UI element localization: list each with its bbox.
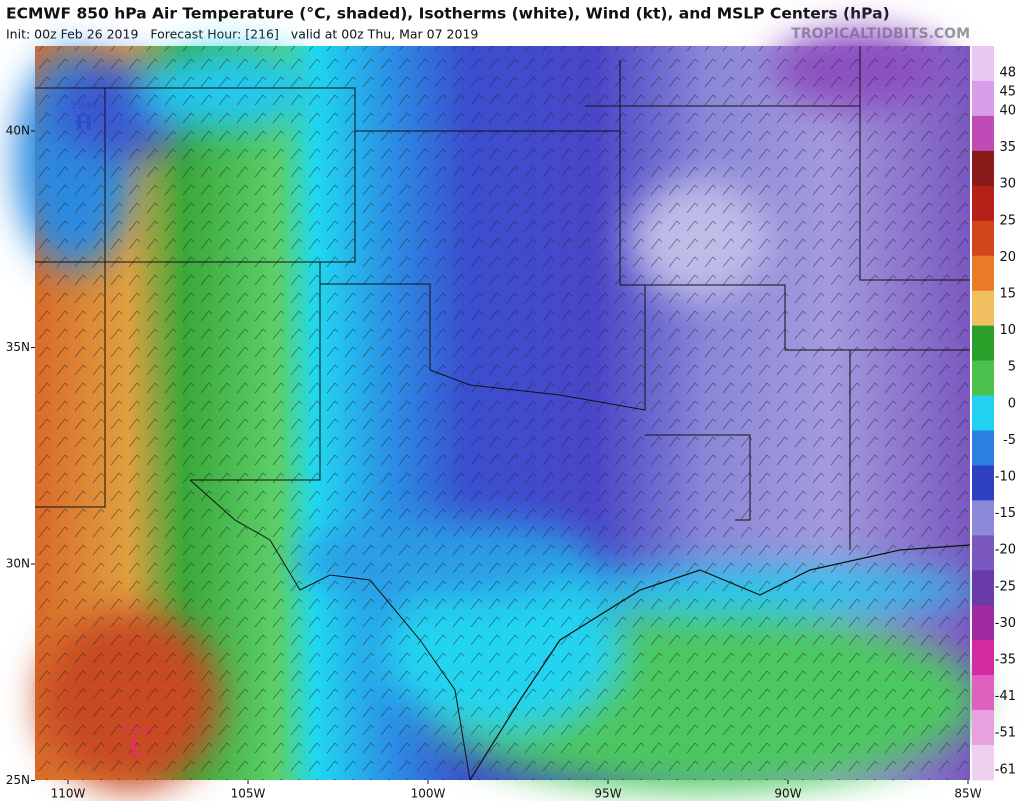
colorbar-label: -10 (995, 470, 1016, 485)
colorbar-label: -51 (995, 726, 1016, 741)
colorbar-swatch (972, 465, 994, 501)
colorbar-label: 10 (999, 323, 1016, 338)
center-symbol: H (75, 111, 94, 135)
colorbar-swatch (972, 150, 994, 187)
colorbar-label: 5 (1008, 360, 1016, 375)
colorbar-swatch (972, 360, 994, 397)
lon-label: 110W (51, 787, 86, 801)
colorbar-swatch (972, 745, 994, 781)
center-value: 1009 (122, 724, 150, 737)
colorbar-swatch (972, 290, 994, 327)
title: ECMWF 850 hPa Air Temperature (°C, shade… (6, 5, 890, 23)
colorbar-swatch (972, 535, 994, 571)
colorbar-label: 40 (999, 104, 1016, 119)
colorbar-swatch (972, 80, 994, 117)
colorbar-label: 30 (999, 177, 1016, 192)
colorbar-swatch (972, 710, 994, 746)
colorbar-label: -61 (995, 762, 1016, 777)
colorbar-label: -15 (995, 506, 1016, 521)
lat-labels: 40N 35N 30N 25N (6, 124, 35, 787)
lon-label: 100W (411, 787, 446, 801)
colorbar-label: 48 (999, 66, 1016, 81)
colorbar-label: 25 (999, 213, 1016, 228)
colorbar-swatch (972, 46, 994, 82)
lat-label: 35N (6, 340, 30, 354)
colorbar-label: 45 (999, 85, 1016, 100)
colorbar-label: 20 (999, 250, 1016, 265)
colorbar-swatch (972, 185, 994, 222)
colorbar-swatch (972, 325, 994, 362)
colorbar: 48 45 40 35 30 25 20 15 10 5 0 -5 -10 -15 -20 -25 -30 -35… (972, 46, 1016, 781)
colorbar-swatch (972, 430, 994, 466)
lon-label: 95W (594, 787, 621, 801)
colorbar-swatch (972, 220, 994, 257)
colorbar-swatch (972, 640, 994, 676)
colorbar-label: -5 (1003, 433, 1016, 448)
colorbar-label: 35 (999, 140, 1016, 155)
lat-label: 30N (6, 557, 30, 571)
colorbar-swatch (972, 115, 994, 152)
colorbar-swatch (972, 395, 994, 431)
lat-label: 25N (6, 773, 30, 787)
lon-labels: 110W 105W 100W 95W 90W 85W (51, 780, 982, 801)
colorbar-label: -30 (995, 616, 1016, 631)
colorbar-label: -20 (995, 543, 1016, 558)
lon-label: 85W (954, 787, 981, 801)
colorbar-label: -25 (995, 579, 1016, 594)
map (15, 30, 980, 790)
lon-label: 105W (231, 787, 266, 801)
subtitle: Init: 00z Feb 26 2019 Forecast Hour: [21… (6, 27, 478, 42)
lat-label: 40N (6, 124, 30, 138)
colorbar-label: 0 (1008, 396, 1016, 411)
center-symbol: L (129, 736, 143, 760)
colorbar-label: -41 (995, 689, 1016, 704)
colorbar-swatch (972, 500, 994, 536)
colorbar-swatch (972, 675, 994, 711)
colorbar-swatch (972, 255, 994, 292)
colorbar-swatch (972, 605, 994, 641)
center-value: 1044 (70, 99, 98, 112)
colorbar-label: -35 (995, 653, 1016, 668)
lon-label: 90W (774, 787, 801, 801)
colorbar-label: 15 (999, 287, 1016, 302)
colorbar-swatch (972, 570, 994, 606)
